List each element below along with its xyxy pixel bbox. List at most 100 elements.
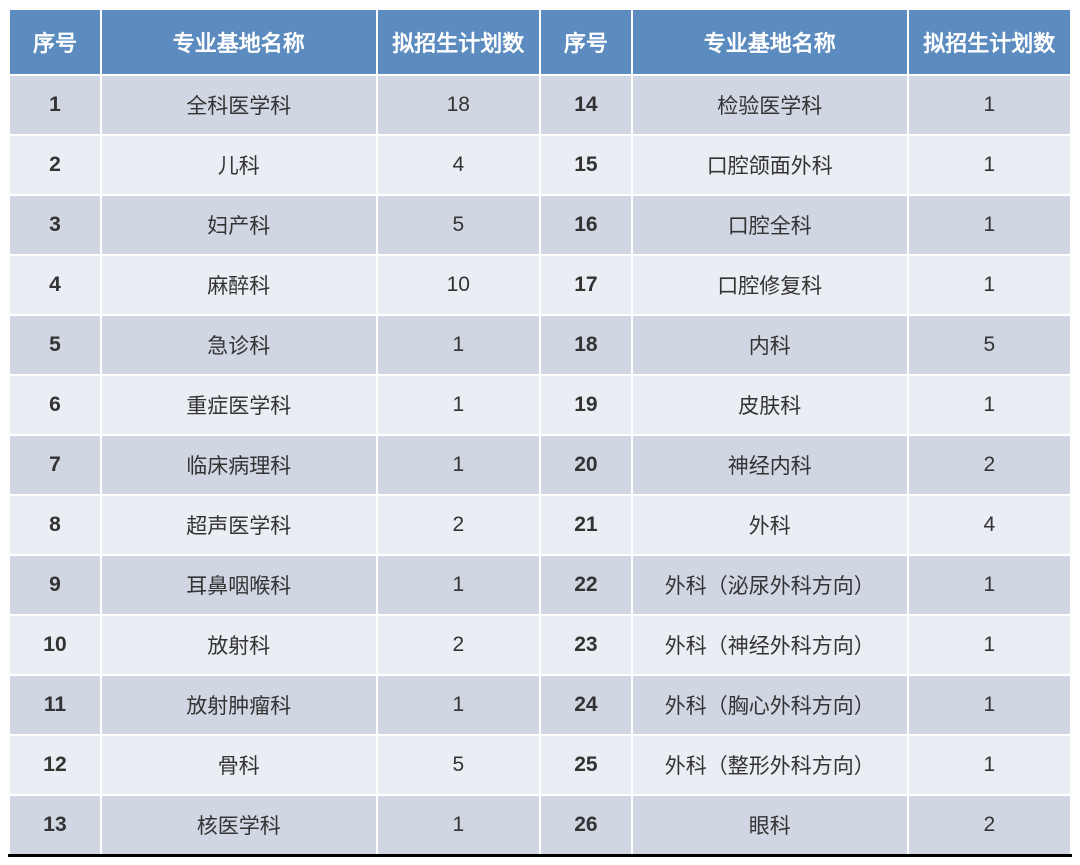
table-row: 7 临床病理科 1 20 神经内科 2 xyxy=(9,435,1071,495)
cell-seq: 9 xyxy=(9,555,101,615)
cell-name: 耳鼻咽喉科 xyxy=(101,555,377,615)
table-row: 11 放射肿瘤科 1 24 外科（胸心外科方向） 1 xyxy=(9,675,1071,735)
header-plan-2: 拟招生计划数 xyxy=(908,9,1071,75)
cell-seq: 25 xyxy=(540,735,632,795)
cell-name: 麻醉科 xyxy=(101,255,377,315)
cell-seq: 11 xyxy=(9,675,101,735)
cell-name: 骨科 xyxy=(101,735,377,795)
table-row: 13 核医学科 1 26 眼科 2 xyxy=(9,795,1071,856)
cell-name: 眼科 xyxy=(632,795,908,856)
cell-name: 神经内科 xyxy=(632,435,908,495)
cell-plan: 4 xyxy=(377,135,540,195)
cell-plan: 10 xyxy=(377,255,540,315)
header-seq-2: 序号 xyxy=(540,9,632,75)
cell-seq: 19 xyxy=(540,375,632,435)
cell-seq: 23 xyxy=(540,615,632,675)
cell-name: 超声医学科 xyxy=(101,495,377,555)
cell-name: 核医学科 xyxy=(101,795,377,856)
cell-plan: 1 xyxy=(377,795,540,856)
table-row: 9 耳鼻咽喉科 1 22 外科（泌尿外科方向） 1 xyxy=(9,555,1071,615)
cell-name: 外科 xyxy=(632,495,908,555)
header-plan-1: 拟招生计划数 xyxy=(377,9,540,75)
cell-name: 外科（胸心外科方向） xyxy=(632,675,908,735)
table-row: 6 重症医学科 1 19 皮肤科 1 xyxy=(9,375,1071,435)
cell-seq: 21 xyxy=(540,495,632,555)
cell-seq: 15 xyxy=(540,135,632,195)
cell-seq: 26 xyxy=(540,795,632,856)
cell-seq: 10 xyxy=(9,615,101,675)
cell-seq: 1 xyxy=(9,75,101,135)
cell-name: 妇产科 xyxy=(101,195,377,255)
table-body: 1 全科医学科 18 14 检验医学科 1 2 儿科 4 15 口腔颌面外科 1… xyxy=(9,75,1071,856)
cell-plan: 1 xyxy=(377,435,540,495)
cell-name: 检验医学科 xyxy=(632,75,908,135)
cell-seq: 12 xyxy=(9,735,101,795)
cell-plan: 1 xyxy=(908,195,1071,255)
cell-plan: 5 xyxy=(377,735,540,795)
table-row: 10 放射科 2 23 外科（神经外科方向） 1 xyxy=(9,615,1071,675)
table-row: 1 全科医学科 18 14 检验医学科 1 xyxy=(9,75,1071,135)
cell-plan: 1 xyxy=(908,735,1071,795)
enrollment-table-container: 序号 专业基地名称 拟招生计划数 序号 专业基地名称 拟招生计划数 1 全科医学… xyxy=(8,8,1072,857)
cell-name: 口腔修复科 xyxy=(632,255,908,315)
cell-plan: 1 xyxy=(908,555,1071,615)
cell-seq: 24 xyxy=(540,675,632,735)
cell-plan: 1 xyxy=(908,615,1071,675)
table-row: 12 骨科 5 25 外科（整形外科方向） 1 xyxy=(9,735,1071,795)
cell-name: 内科 xyxy=(632,315,908,375)
cell-name: 外科（泌尿外科方向） xyxy=(632,555,908,615)
cell-seq: 16 xyxy=(540,195,632,255)
cell-name: 外科（整形外科方向） xyxy=(632,735,908,795)
table-row: 2 儿科 4 15 口腔颌面外科 1 xyxy=(9,135,1071,195)
header-name-2: 专业基地名称 xyxy=(632,9,908,75)
cell-name: 全科医学科 xyxy=(101,75,377,135)
table-row: 3 妇产科 5 16 口腔全科 1 xyxy=(9,195,1071,255)
cell-name: 口腔全科 xyxy=(632,195,908,255)
cell-plan: 4 xyxy=(908,495,1071,555)
cell-seq: 7 xyxy=(9,435,101,495)
table-header: 序号 专业基地名称 拟招生计划数 序号 专业基地名称 拟招生计划数 xyxy=(9,9,1071,75)
cell-seq: 3 xyxy=(9,195,101,255)
cell-seq: 17 xyxy=(540,255,632,315)
cell-plan: 1 xyxy=(908,675,1071,735)
cell-name: 临床病理科 xyxy=(101,435,377,495)
cell-plan: 2 xyxy=(377,495,540,555)
cell-name: 皮肤科 xyxy=(632,375,908,435)
cell-seq: 22 xyxy=(540,555,632,615)
table-row: 8 超声医学科 2 21 外科 4 xyxy=(9,495,1071,555)
cell-name: 口腔颌面外科 xyxy=(632,135,908,195)
table-row: 5 急诊科 1 18 内科 5 xyxy=(9,315,1071,375)
cell-seq: 18 xyxy=(540,315,632,375)
cell-plan: 1 xyxy=(908,135,1071,195)
cell-seq: 13 xyxy=(9,795,101,856)
cell-plan: 1 xyxy=(377,675,540,735)
cell-name: 放射科 xyxy=(101,615,377,675)
cell-plan: 2 xyxy=(908,435,1071,495)
cell-plan: 1 xyxy=(908,375,1071,435)
table-row: 4 麻醉科 10 17 口腔修复科 1 xyxy=(9,255,1071,315)
enrollment-table: 序号 专业基地名称 拟招生计划数 序号 专业基地名称 拟招生计划数 1 全科医学… xyxy=(8,8,1072,857)
cell-plan: 1 xyxy=(377,375,540,435)
cell-name: 放射肿瘤科 xyxy=(101,675,377,735)
cell-name: 急诊科 xyxy=(101,315,377,375)
cell-plan: 1 xyxy=(908,255,1071,315)
cell-seq: 2 xyxy=(9,135,101,195)
cell-seq: 14 xyxy=(540,75,632,135)
header-name-1: 专业基地名称 xyxy=(101,9,377,75)
cell-seq: 20 xyxy=(540,435,632,495)
cell-name: 重症医学科 xyxy=(101,375,377,435)
cell-plan: 5 xyxy=(377,195,540,255)
cell-seq: 6 xyxy=(9,375,101,435)
cell-seq: 4 xyxy=(9,255,101,315)
cell-name: 儿科 xyxy=(101,135,377,195)
cell-plan: 1 xyxy=(908,75,1071,135)
cell-plan: 2 xyxy=(908,795,1071,856)
cell-plan: 18 xyxy=(377,75,540,135)
cell-seq: 5 xyxy=(9,315,101,375)
cell-plan: 2 xyxy=(377,615,540,675)
cell-plan: 1 xyxy=(377,555,540,615)
header-seq-1: 序号 xyxy=(9,9,101,75)
cell-plan: 5 xyxy=(908,315,1071,375)
cell-name: 外科（神经外科方向） xyxy=(632,615,908,675)
cell-seq: 8 xyxy=(9,495,101,555)
